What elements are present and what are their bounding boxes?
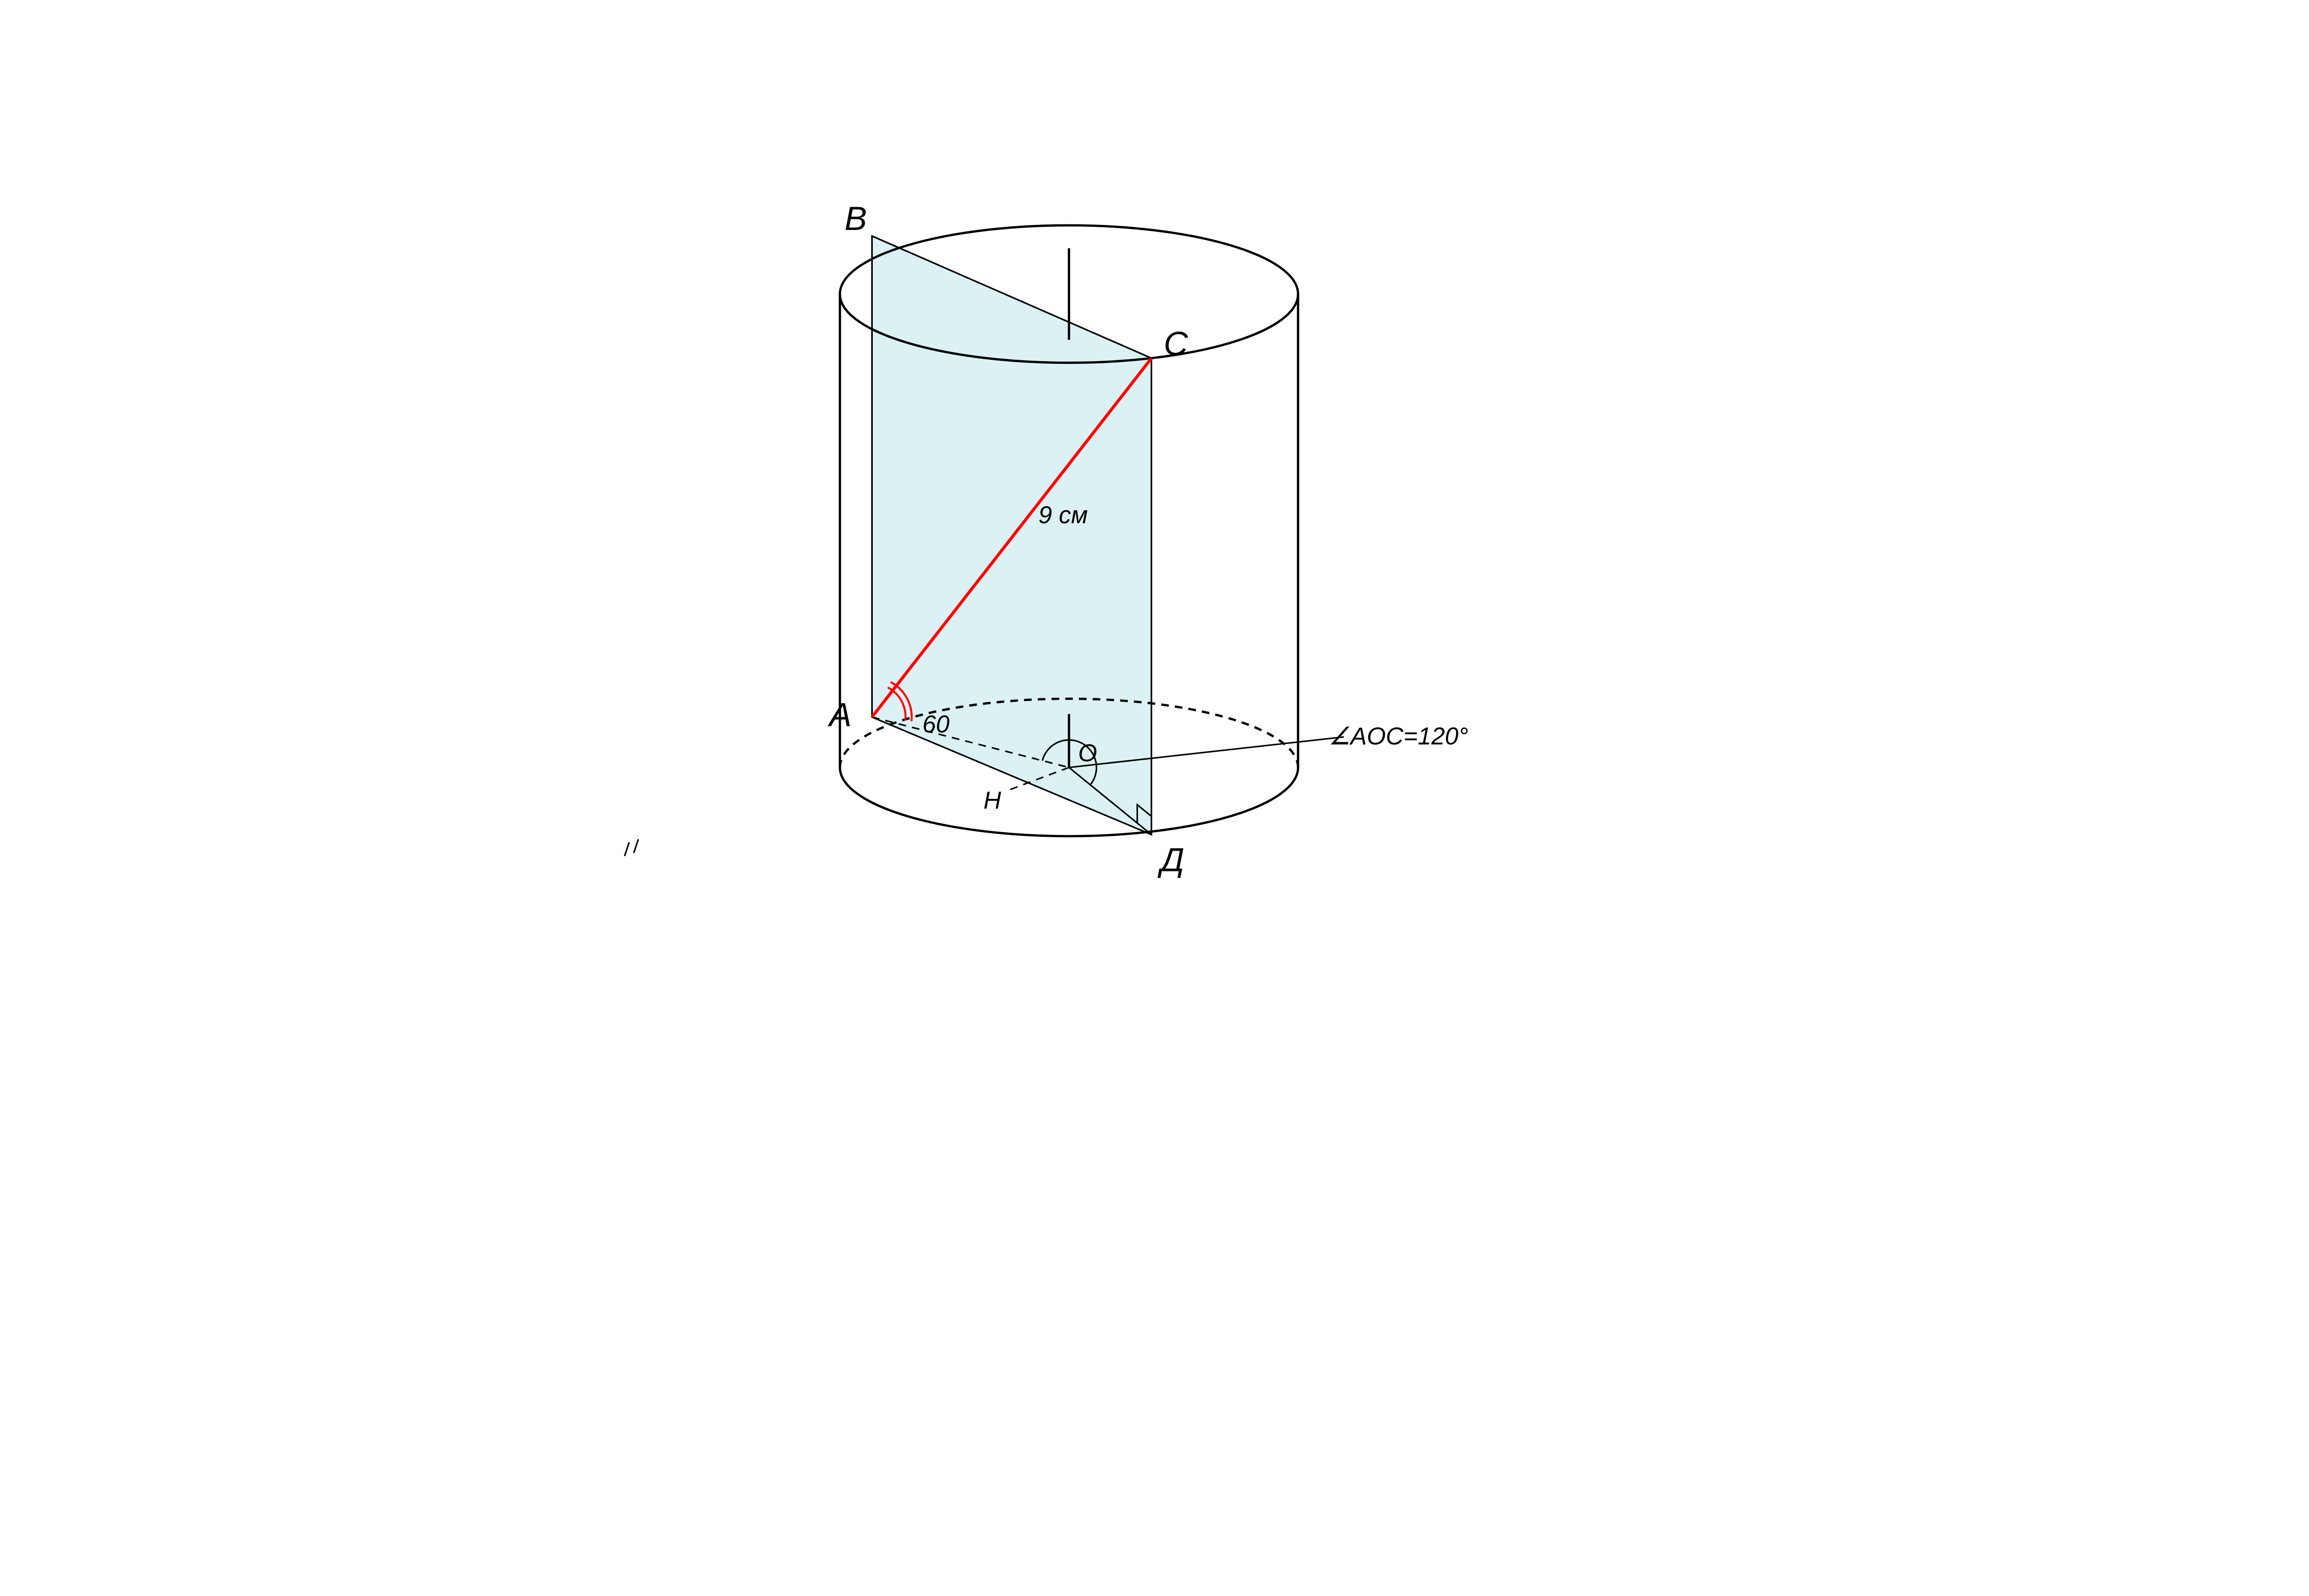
label-D: Д [1157,841,1184,879]
label-C: C [1164,325,1188,363]
stray-tick-1 [625,842,629,856]
label-angle-60: 60 [922,711,949,738]
label-O: O [1078,740,1097,767]
stray-tick-2 [634,839,638,853]
label-diagonal-length: 9 см [1039,502,1088,529]
label-H: H [984,787,1002,814]
label-B: B [845,200,867,237]
label-A: A [828,696,852,734]
label-angle-AOC: ∠AOC=120° [1329,723,1468,750]
